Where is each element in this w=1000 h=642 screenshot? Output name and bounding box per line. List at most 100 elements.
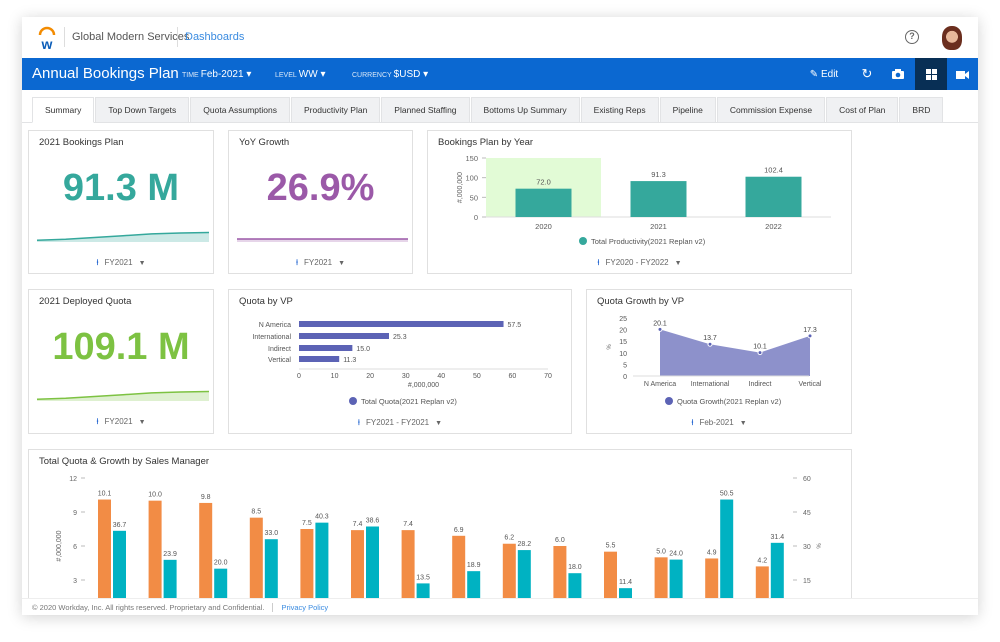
level-filter[interactable]: LEVEL WW ▾ — [275, 69, 326, 80]
time-filter[interactable]: TIME Feb-2021 ▾ — [182, 69, 252, 80]
filter-value: FY2021 — [104, 258, 133, 267]
data-label: 91.3 — [651, 170, 666, 179]
camera-button[interactable] — [886, 58, 910, 90]
help-icon[interactable]: ? — [905, 30, 919, 44]
filter-value: FY2020 - FY2022 — [605, 258, 669, 267]
data-label: 20.1 — [653, 320, 667, 327]
y2-tick-label: 60 — [803, 476, 811, 483]
tab-productivity-plan[interactable]: Productivity Plan — [290, 97, 381, 123]
workday-logo[interactable]: w — [36, 26, 58, 50]
x-tick-label: Indirect — [749, 381, 772, 388]
data-label: 11.3 — [343, 357, 356, 364]
data-label: 10.1 — [98, 491, 112, 498]
tab-bar: Summary Top Down Targets Quota Assumptions… — [32, 97, 944, 123]
data-label: 4.2 — [757, 557, 767, 564]
tab-brd[interactable]: BRD — [899, 97, 944, 123]
data-label: 10.0 — [148, 492, 162, 499]
filter-selector[interactable]: ⍿ FY2021 - FY2021 ▼ — [229, 418, 571, 428]
kpi-card: YoY Growth 26.9% ⍿ FY2021 ▼ — [228, 130, 413, 274]
x-tick-label: 2021 — [650, 222, 667, 231]
tab-quota-assumptions[interactable]: Quota Assumptions — [190, 97, 290, 123]
data-label: 7.4 — [353, 521, 363, 528]
avatar[interactable] — [942, 26, 962, 50]
data-label: 6.2 — [504, 535, 514, 542]
tab-existing-reps[interactable]: Existing Reps — [580, 97, 659, 123]
bar — [148, 500, 162, 614]
data-label: 15.0 — [356, 346, 370, 353]
data-label: 38.6 — [366, 518, 380, 525]
y-tick-label: Vertical — [268, 357, 291, 364]
chart — [237, 238, 408, 242]
data-label: 33.0 — [264, 530, 278, 537]
page-title: Annual Bookings Plan — [32, 65, 179, 82]
x-tick-label: 10 — [331, 373, 339, 380]
org-name: Global Modern Services — [72, 31, 190, 43]
filter-value: Feb-2021 — [699, 418, 734, 427]
tab-cost-of-plan[interactable]: Cost of Plan — [826, 97, 899, 123]
x-tick-label: 20 — [366, 373, 374, 380]
privacy-policy-link[interactable]: Privacy Policy — [272, 603, 329, 612]
filter-selector[interactable]: ⍿ FY2021 ▼ — [29, 417, 213, 427]
y-tick-label: 3 — [73, 578, 77, 585]
kpi-value: 109.1 M — [52, 326, 190, 368]
data-point — [707, 341, 713, 347]
filter-value: FY2021 - FY2021 — [365, 418, 430, 427]
chart: 0 50 100 150 #,000,000 72.0 2020 91.3 2021 102.4 2… — [457, 154, 831, 246]
y-tick-label: 15 — [619, 339, 627, 346]
bar — [553, 546, 567, 614]
data-label: 13.5 — [416, 574, 430, 581]
data-label: 18.9 — [467, 562, 481, 569]
chart — [36, 231, 210, 242]
x-tick-label: Vertical — [799, 381, 822, 388]
tab-bottoms-up-summary[interactable]: Bottoms Up Summary — [470, 97, 580, 123]
y-tick-label: 25 — [619, 316, 627, 323]
bar — [515, 188, 572, 217]
copyright: © 2020 Workday, Inc. All rights reserved… — [32, 603, 265, 612]
x-tick-label: 2020 — [535, 222, 552, 231]
data-label: 36.7 — [113, 522, 127, 529]
filter-selector[interactable]: ⍿ FY2020 - FY2022 ▼ — [428, 258, 851, 268]
tab-planned-staffing[interactable]: Planned Staffing — [381, 97, 470, 123]
bar — [299, 345, 353, 351]
data-label: 31.4 — [770, 534, 784, 541]
refresh-button[interactable]: ↻ — [855, 58, 879, 90]
y-axis-label: #,000,000 — [56, 530, 63, 561]
card-title: Total Quota & Growth by Sales Manager — [39, 456, 210, 467]
video-button[interactable] — [950, 58, 974, 90]
chevron-down-icon: ▼ — [674, 260, 682, 267]
grid-view-button[interactable] — [915, 58, 947, 90]
breadcrumb-dashboards[interactable]: Dashboards — [185, 31, 245, 43]
toolbar: Annual Bookings Plan TIME Feb-2021 ▾ LEVE… — [22, 58, 978, 90]
pin-icon: ⍿ — [691, 418, 694, 427]
chart: 3 6 9 12 15 30 45 60 #,000,000 % 10.1 36.7 10.0 23.9 9… — [56, 476, 823, 614]
x-axis-label: #,000,000 — [408, 382, 439, 389]
filter-selector[interactable]: ⍿ Feb-2021 ▼ — [587, 418, 851, 428]
filter-value: FY2021 — [304, 258, 333, 267]
y-tick-label: 50 — [470, 193, 478, 202]
x-tick-label: 2022 — [765, 222, 782, 231]
legend-marker — [349, 397, 357, 405]
legend-marker — [665, 397, 673, 405]
sales-manager-chart-card: Total Quota & Growth by Sales Manager 3 6 9… — [28, 449, 852, 614]
footer: © 2020 Workday, Inc. All rights reserved… — [22, 598, 978, 615]
x-tick-label: 0 — [297, 373, 301, 380]
tab-top-down-targets[interactable]: Top Down Targets — [95, 97, 190, 123]
filter-selector[interactable]: ⍿ FY2021 ▼ — [29, 258, 213, 268]
pin-icon: ⍿ — [295, 258, 299, 267]
edit-button[interactable]: ✎ Edit — [804, 58, 844, 90]
currency-filter[interactable]: CURRENCY $USD ▾ — [352, 69, 429, 80]
x-tick-label: 70 — [544, 373, 552, 380]
filter-selector[interactable]: ⍿ FY2021 ▼ — [229, 258, 412, 268]
data-label: 28.2 — [517, 541, 531, 548]
tab-pipeline[interactable]: Pipeline — [659, 97, 716, 123]
y2-axis-label: % — [817, 543, 823, 549]
y-tick-label: 100 — [465, 174, 478, 183]
data-label: 5.0 — [656, 548, 666, 555]
data-label: 4.9 — [707, 549, 717, 556]
x-tick-label: 40 — [437, 373, 445, 380]
bar — [770, 542, 784, 614]
tab-summary[interactable]: Summary — [32, 97, 95, 123]
filter-label: LEVEL — [275, 72, 297, 79]
y-tick-label: 9 — [73, 510, 77, 517]
tab-commission-expense[interactable]: Commission Expense — [716, 97, 826, 123]
